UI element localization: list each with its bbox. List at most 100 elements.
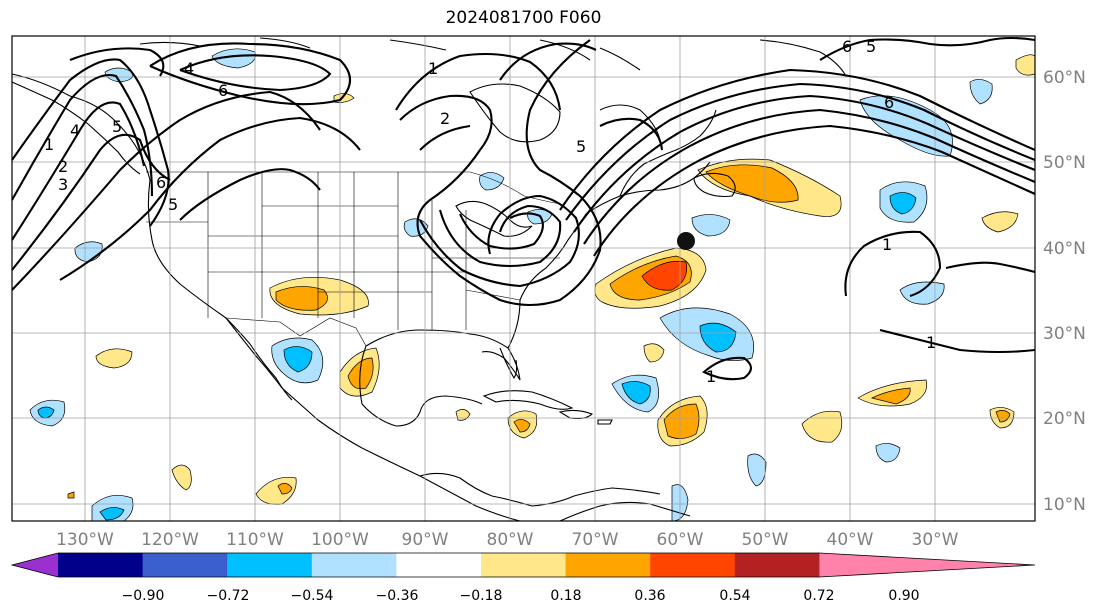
lon-label: 110°W [226, 530, 284, 550]
map-panel: 1 2 3 4 5 6 4 6 5 6 5 6 1 1 1 5 1 2 [11, 35, 1036, 522]
blue-region [899, 281, 945, 305]
labrador [599, 104, 661, 141]
south-america-north [559, 501, 691, 522]
contour-line [844, 230, 942, 298]
contour-line [419, 124, 471, 151]
contour-label: 6 [842, 37, 852, 56]
contour-line [565, 82, 1036, 221]
contour-label: 6 [884, 93, 894, 112]
blue-region [104, 67, 134, 83]
alaska-panhandle [11, 81, 141, 175]
state-lines [146, 172, 560, 330]
contour-lines [11, 36, 1036, 381]
newfoundland [693, 172, 736, 198]
colorbar-tick-labels: −0.90 −0.72 −0.54 −0.36 −0.18 0.18 0.36 … [122, 588, 920, 604]
colorbar-tick-label: −0.54 [291, 588, 334, 604]
blue-region [211, 48, 256, 69]
contour-label: 1 [882, 235, 892, 254]
lat-label: 60°N [1043, 68, 1086, 88]
lat-label: 20°N [1043, 409, 1086, 429]
contour-line [945, 261, 1036, 274]
blue-region [691, 214, 731, 237]
contour-line [59, 116, 361, 281]
colorbar-extend-min [12, 553, 58, 577]
north-america-west-coast [11, 73, 521, 522]
contour-label: 1 [44, 135, 54, 154]
contour-line [179, 54, 332, 92]
cuba [482, 390, 574, 410]
warm-region [95, 348, 133, 369]
contour-label-group: 1 2 3 4 5 6 4 6 5 6 5 6 1 1 1 5 1 2 [44, 37, 936, 386]
contour-line [149, 42, 352, 106]
contour-label: 5 [112, 117, 122, 136]
warm-region [67, 491, 75, 499]
warm-region [995, 410, 1011, 423]
contour-label: 6 [156, 173, 166, 192]
contour-label: 1 [926, 333, 936, 352]
lat-label: 10°N [1043, 495, 1086, 515]
warm-region [641, 260, 688, 291]
longitude-labels: 130°W 120°W 110°W 100°W 90°W 80°W 70°W 6… [56, 530, 959, 550]
lat-label: 50°N [1043, 153, 1086, 173]
contour-label: 3 [58, 175, 68, 194]
colorbar-segment [58, 553, 144, 577]
warm-region [663, 403, 700, 439]
map-frame [11, 35, 1036, 522]
colorbar-segment [565, 553, 651, 577]
colorbar-segment [311, 553, 397, 577]
contour-line [69, 47, 165, 77]
lon-label: 40°W [827, 530, 874, 550]
political-borders [146, 171, 561, 347]
lat-label: 40°N [1043, 239, 1086, 259]
blue-region [875, 443, 901, 463]
blue-region [283, 346, 313, 373]
warm-region [171, 464, 192, 491]
contour-label: 6 [218, 81, 228, 100]
puerto-rico [597, 419, 613, 425]
blue-region [37, 406, 55, 419]
us-mexico-border [225, 317, 367, 347]
warm-region [870, 387, 911, 405]
canada-east-coast [619, 109, 717, 197]
blue-region [747, 453, 767, 487]
colorbar-tick-label: −0.36 [376, 588, 419, 604]
warm-region [275, 286, 328, 311]
florida [499, 347, 518, 380]
contour-label: 4 [70, 121, 80, 140]
contour-label: 2 [58, 157, 68, 176]
contour-line [438, 204, 562, 268]
great-lakes [455, 200, 533, 237]
storm-center-marker [677, 232, 695, 250]
colorbar-tick-label: 0.54 [719, 588, 750, 604]
contour-line [879, 328, 1036, 354]
us-canada-border [146, 171, 561, 205]
warm-region [981, 211, 1019, 233]
central-america [419, 472, 661, 507]
gulf-coast-mexico [359, 345, 483, 427]
colorbar-segment [396, 553, 482, 577]
warm-region [705, 164, 799, 203]
contour-label: 4 [184, 59, 194, 78]
warm-region [277, 483, 293, 495]
colorbar-tick-label: 0.72 [803, 588, 834, 604]
contour-line [11, 58, 170, 227]
blue-region [699, 322, 737, 353]
lon-label: 60°W [657, 530, 704, 550]
blue-region [889, 192, 917, 215]
contour-line [499, 42, 597, 81]
contour-line [11, 101, 146, 241]
hudson-bay [469, 83, 561, 143]
colorbar-segment [142, 553, 228, 577]
lon-label: 100°W [311, 530, 369, 550]
colorbar-segment [481, 553, 567, 577]
greenland-south [759, 39, 847, 77]
plot-title: 2024081700 F060 [445, 8, 602, 28]
contour-line [11, 90, 321, 291]
contour-label: 5 [866, 37, 876, 56]
colorbar-tick-label: −0.18 [460, 588, 503, 604]
contour-line [702, 356, 753, 381]
contour-line [599, 117, 664, 151]
lon-label: 90°W [402, 530, 449, 550]
lon-label: 80°W [487, 530, 534, 550]
